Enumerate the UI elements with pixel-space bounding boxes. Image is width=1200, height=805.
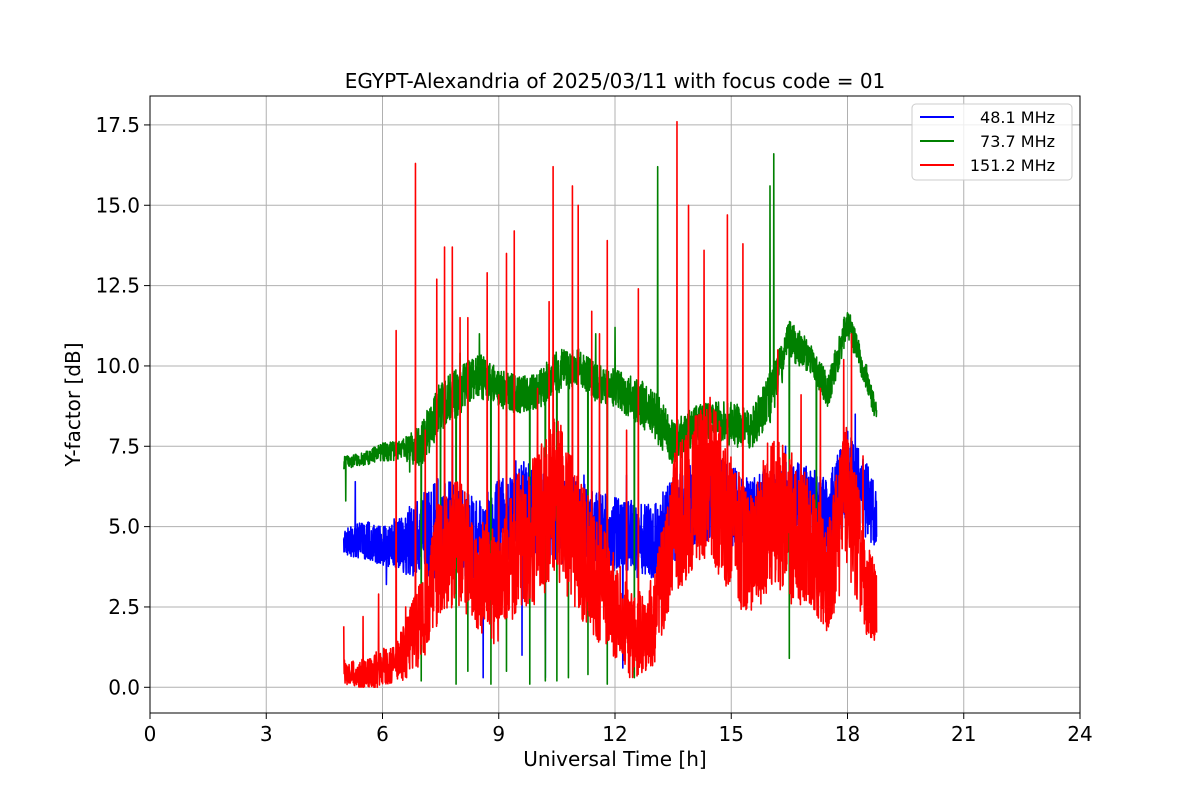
y-axis-label: Y-factor [dB] [61,342,85,467]
series-layer [342,120,878,689]
y-tick-label: 7.5 [108,434,140,458]
series-line [342,153,878,685]
y-tick-label: 12.5 [95,274,140,298]
ticks: 0 3 6 9 12 15 18 21 24 0.0 2.5 5.0 7.5 10.0 12.5 15.0 17… [95,113,1092,746]
x-tick-label: 21 [951,722,976,746]
y-tick-label: 17.5 [95,113,140,137]
series-line [342,120,878,689]
x-tick-label: 15 [719,722,744,746]
x-tick-label: 24 [1067,722,1092,746]
y-tick-label: 2.5 [108,595,140,619]
x-tick-label: 12 [602,722,627,746]
x-axis-label: Universal Time [h] [523,747,706,771]
x-tick-label: 3 [260,722,273,746]
y-tick-label: 10.0 [95,354,140,378]
y-tick-label: 0.0 [108,675,140,699]
x-tick-label: 0 [144,722,157,746]
legend-entry: 48.1 MHz [980,108,1055,127]
legend-entry: 151.2 MHz [970,156,1055,175]
chart-title: EGYPT-Alexandria of 2025/03/11 with focu… [345,69,886,93]
legend: 48.1 MHz 73.7 MHz 151.2 MHz [911,103,1073,181]
x-tick-label: 18 [835,722,860,746]
y-tick-label: 5.0 [108,515,140,539]
x-tick-label: 6 [376,722,389,746]
legend-frame [911,103,1073,181]
x-tick-label: 9 [492,722,505,746]
y-tick-label: 15.0 [95,193,140,217]
legend-entry: 73.7 MHz [980,132,1055,151]
